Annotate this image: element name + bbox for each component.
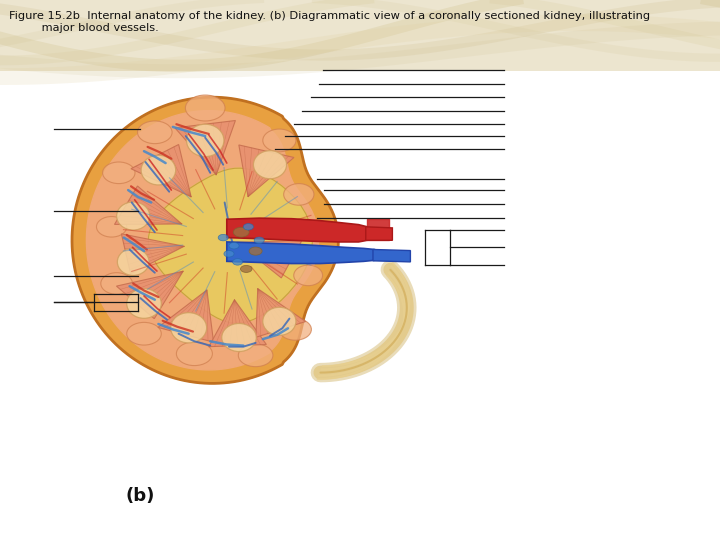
Ellipse shape	[103, 162, 135, 184]
Ellipse shape	[101, 273, 132, 294]
Polygon shape	[72, 97, 338, 383]
Ellipse shape	[138, 121, 172, 144]
Ellipse shape	[96, 217, 127, 237]
Ellipse shape	[249, 247, 262, 255]
Ellipse shape	[171, 313, 207, 343]
Ellipse shape	[254, 237, 264, 244]
Polygon shape	[148, 168, 312, 323]
Ellipse shape	[218, 234, 228, 241]
Polygon shape	[366, 227, 392, 240]
Polygon shape	[227, 242, 374, 264]
Ellipse shape	[279, 319, 311, 340]
Ellipse shape	[185, 95, 225, 121]
Polygon shape	[209, 300, 266, 347]
Polygon shape	[117, 271, 183, 319]
Text: major blood vessels.: major blood vessels.	[9, 23, 159, 33]
Ellipse shape	[240, 266, 252, 272]
Ellipse shape	[127, 288, 161, 318]
Ellipse shape	[117, 248, 149, 275]
Polygon shape	[131, 145, 191, 197]
Ellipse shape	[224, 251, 234, 257]
Ellipse shape	[284, 184, 314, 205]
Polygon shape	[122, 234, 184, 274]
Ellipse shape	[127, 322, 161, 345]
Ellipse shape	[238, 344, 273, 367]
Ellipse shape	[233, 227, 249, 237]
Polygon shape	[256, 289, 306, 338]
Ellipse shape	[233, 259, 243, 265]
Bar	[0, 0, 720, 71]
Polygon shape	[86, 111, 319, 370]
Ellipse shape	[141, 155, 176, 185]
Ellipse shape	[186, 124, 224, 157]
Ellipse shape	[263, 307, 296, 335]
Polygon shape	[239, 145, 294, 197]
Ellipse shape	[229, 242, 239, 249]
Polygon shape	[158, 290, 214, 342]
Polygon shape	[373, 249, 410, 262]
Polygon shape	[227, 218, 367, 242]
Polygon shape	[114, 186, 182, 225]
Ellipse shape	[222, 323, 256, 352]
Ellipse shape	[176, 342, 212, 366]
Ellipse shape	[243, 224, 253, 230]
Text: (b): (b)	[126, 487, 155, 505]
Ellipse shape	[117, 202, 150, 230]
Ellipse shape	[253, 151, 287, 179]
Ellipse shape	[294, 265, 323, 286]
Polygon shape	[237, 240, 302, 278]
Polygon shape	[175, 120, 235, 175]
Ellipse shape	[263, 129, 296, 152]
Text: Figure 15.2b  Internal anatomy of the kidney. (b) Diagrammatic view of a coronal: Figure 15.2b Internal anatomy of the kid…	[9, 11, 650, 21]
